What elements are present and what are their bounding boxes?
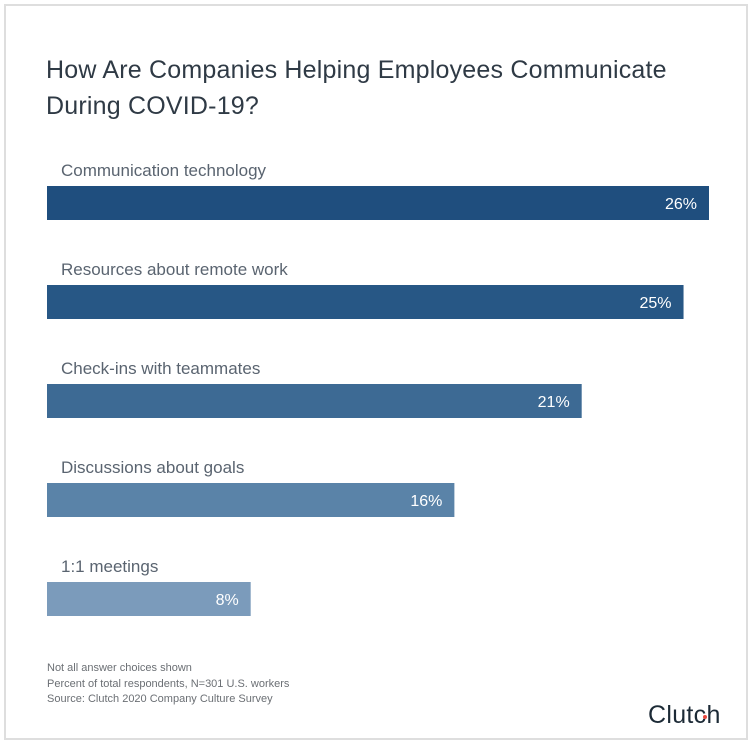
category-label: Discussions about goals <box>61 458 244 477</box>
bar <box>47 285 684 319</box>
category-label: Resources about remote work <box>61 260 288 279</box>
value-label: 25% <box>640 295 672 312</box>
note-line: Percent of total respondents, N=301 U.S.… <box>47 677 290 690</box>
chart-title: How Are Companies Helping Employees Comm… <box>46 56 667 120</box>
chart-notes: Not all answer choices shown Percent of … <box>47 661 289 708</box>
category-label: Communication technology <box>61 161 267 180</box>
category-label: Check-ins with teammates <box>61 359 260 378</box>
bar <box>47 384 582 418</box>
value-label: 16% <box>410 493 442 510</box>
source-note: Source: Clutch 2020 Company Culture Surv… <box>47 693 273 705</box>
value-label: 26% <box>665 196 697 213</box>
chart-card <box>4 4 748 740</box>
bar <box>47 186 709 220</box>
clutch-logo: Clutch <box>648 700 721 730</box>
logo-text: Clutch <box>648 701 721 729</box>
value-label: 8% <box>216 592 239 609</box>
category-label: 1:1 meetings <box>61 557 158 576</box>
note-line: Not all answer choices shown <box>47 662 192 674</box>
bar <box>47 483 455 517</box>
bar <box>47 582 251 616</box>
logo-dot <box>703 715 707 719</box>
value-label: 21% <box>538 394 570 411</box>
